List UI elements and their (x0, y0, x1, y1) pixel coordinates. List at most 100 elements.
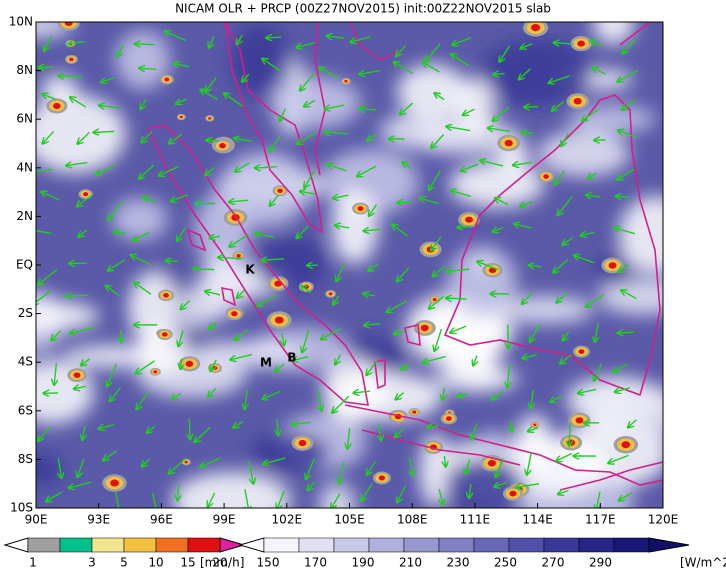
wind-arrow (270, 194, 279, 205)
rain-cell (543, 174, 549, 179)
rain-cell (184, 460, 188, 464)
wind-arrow (165, 32, 187, 42)
wind-arrow (54, 363, 56, 384)
rain-cell (621, 441, 631, 449)
rain-cell (578, 349, 585, 355)
wind-arrow (615, 228, 636, 235)
wind-arrow (339, 461, 345, 483)
rain-cell (504, 139, 513, 147)
precip-swatch (27, 537, 61, 553)
wind-arrow (144, 197, 156, 203)
wind-arrow (619, 264, 630, 272)
wind-arrow (364, 229, 380, 231)
rain-cell (163, 293, 169, 298)
place-label: M (260, 356, 272, 370)
wind-arrow (364, 294, 375, 296)
wind-arrow (529, 265, 542, 267)
wind-arrow (586, 294, 605, 307)
wind-arrow (521, 44, 533, 48)
wind-arrow (510, 420, 512, 432)
wind-arrow (594, 363, 603, 380)
precip-swatch (91, 537, 125, 553)
rain-cell (445, 416, 452, 421)
olr-swatch (473, 537, 510, 553)
wind-arrow (558, 491, 569, 495)
cloud (171, 471, 292, 508)
wind-arrow (234, 420, 244, 427)
wind-arrow (78, 131, 90, 143)
olr-swatch (613, 537, 650, 553)
wind-arrow (618, 332, 634, 333)
wind-arrow (433, 265, 445, 277)
wind-arrow (553, 259, 569, 273)
precip-unit: [mm/h] (200, 556, 244, 570)
wind-arrow (379, 423, 382, 440)
rain-cell (236, 253, 241, 258)
wind-arrow (591, 41, 603, 46)
wind-arrow (465, 459, 469, 474)
cloud (40, 74, 78, 102)
wind-arrow (302, 286, 312, 294)
wind-arrow (496, 458, 504, 477)
wind-arrow (528, 428, 539, 432)
wind-arrow (431, 134, 445, 148)
wind-arrow (255, 167, 277, 168)
wind-arrow (58, 458, 61, 478)
olr-label: 170 (304, 556, 327, 570)
wind-arrow (200, 457, 221, 467)
wind-arrow (471, 423, 478, 440)
cloud (454, 78, 496, 136)
wind-arrow (582, 109, 599, 121)
wind-arrow (555, 170, 565, 185)
wind-arrow (513, 162, 532, 165)
wind-arrow (520, 200, 533, 207)
wind-arrow (451, 54, 470, 67)
wind-arrow (81, 358, 91, 365)
olr-arrow-left (238, 537, 265, 553)
wind-arrow (297, 225, 309, 238)
wind-arrow (209, 321, 217, 329)
wind-arrow (473, 355, 477, 366)
map-area (36, 22, 663, 508)
lat-label: 2N (16, 209, 33, 223)
cloud (496, 295, 594, 324)
rain-cell (73, 372, 81, 378)
lat-label: 8N (16, 63, 33, 77)
wind-arrow (77, 194, 93, 206)
wind-arrow (478, 262, 499, 271)
place-label: B (287, 351, 296, 365)
wind-arrow (514, 224, 532, 228)
wind-arrow (429, 170, 442, 189)
wind-arrow (234, 138, 252, 141)
wind-arrow (206, 77, 217, 92)
cloud (36, 453, 65, 486)
wind-arrow (201, 90, 218, 101)
wind-arrow (616, 196, 629, 197)
wind-arrow (394, 62, 413, 74)
cloud (271, 77, 361, 129)
wind-arrow (304, 170, 316, 188)
wind-arrow (277, 490, 285, 508)
rain-cell (219, 143, 226, 149)
wind-arrow (451, 325, 467, 333)
wind-arrow (531, 389, 534, 408)
rain-cell (432, 297, 437, 302)
wind-arrow (516, 482, 540, 488)
wind-arrow (463, 108, 475, 115)
wind-arrow (325, 132, 348, 134)
rain-cell (533, 423, 537, 427)
wind-arrow (207, 140, 219, 141)
rain-cell (608, 262, 617, 269)
wind-arrow (209, 36, 215, 47)
wind-arrow (367, 360, 378, 374)
wind-arrow (38, 269, 58, 285)
place-label: K (245, 263, 255, 277)
wind-arrow (367, 133, 377, 140)
wind-arrow (360, 109, 376, 110)
rain-cell (357, 206, 364, 211)
wind-arrow (387, 300, 407, 312)
wind-arrow (210, 359, 217, 371)
wind-arrow (242, 73, 250, 81)
olr-swatch (333, 537, 370, 553)
